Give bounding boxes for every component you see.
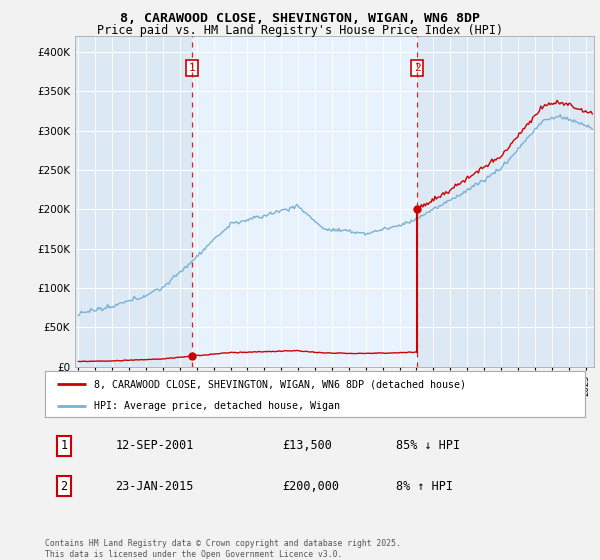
Text: 8% ↑ HPI: 8% ↑ HPI — [396, 480, 453, 493]
Text: 1: 1 — [188, 63, 195, 73]
Text: 8, CARAWOOD CLOSE, SHEVINGTON, WIGAN, WN6 8DP (detached house): 8, CARAWOOD CLOSE, SHEVINGTON, WIGAN, WN… — [94, 379, 466, 389]
Text: £200,000: £200,000 — [283, 480, 340, 493]
Text: 2: 2 — [414, 63, 421, 73]
Text: 12-SEP-2001: 12-SEP-2001 — [115, 439, 194, 452]
Bar — [192, 36, 418, 367]
Text: 23-JAN-2015: 23-JAN-2015 — [115, 480, 194, 493]
Text: £13,500: £13,500 — [283, 439, 332, 452]
Text: 2: 2 — [61, 480, 67, 493]
Text: 1: 1 — [61, 439, 67, 452]
Text: HPI: Average price, detached house, Wigan: HPI: Average price, detached house, Wiga… — [94, 401, 340, 410]
Text: Contains HM Land Registry data © Crown copyright and database right 2025.
This d: Contains HM Land Registry data © Crown c… — [45, 539, 401, 559]
Text: Price paid vs. HM Land Registry's House Price Index (HPI): Price paid vs. HM Land Registry's House … — [97, 24, 503, 36]
Text: 8, CARAWOOD CLOSE, SHEVINGTON, WIGAN, WN6 8DP: 8, CARAWOOD CLOSE, SHEVINGTON, WIGAN, WN… — [120, 12, 480, 25]
Text: 85% ↓ HPI: 85% ↓ HPI — [396, 439, 460, 452]
